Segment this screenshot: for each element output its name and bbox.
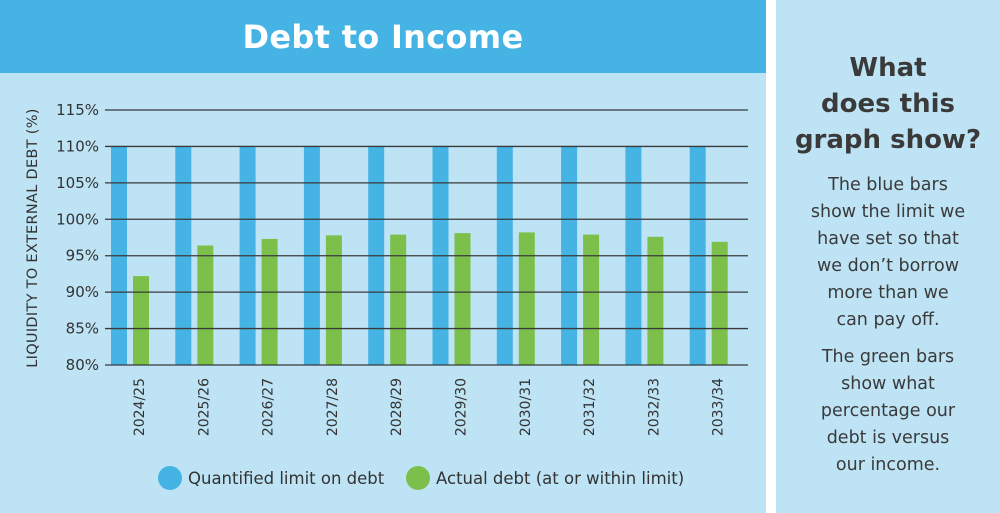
- x-category-label: 2030/31: [518, 378, 534, 436]
- para-line: more than we: [827, 283, 949, 303]
- bar-actual: [518, 232, 535, 365]
- bar-actual: [583, 234, 600, 365]
- para-line: show what: [841, 374, 935, 394]
- chart-panel: Debt to Income 115% 110% 105% 100% 95% 90% 85%…: [0, 0, 766, 513]
- bar-actual: [454, 233, 471, 365]
- x-category-label: 2029/30: [454, 378, 470, 436]
- para-line: we don’t borrow: [816, 256, 960, 276]
- chart-header: Debt to Income: [0, 0, 766, 73]
- y-tick-label: 110%: [56, 137, 99, 155]
- x-category-label: 2026/27: [261, 378, 277, 436]
- x-category-label: 2025/26: [196, 378, 212, 436]
- y-tick-label: 80%: [66, 356, 99, 374]
- gridlines: [105, 109, 748, 366]
- explanation-panel: What does this graph show? The blue bars…: [776, 0, 1000, 513]
- y-tick-label: 95%: [66, 247, 99, 265]
- legend-swatch-actual: [406, 466, 430, 490]
- x-category-label: 2032/33: [646, 378, 662, 436]
- x-category-label: 2028/29: [389, 378, 405, 436]
- bar-actual: [711, 241, 728, 365]
- heading-line: What: [849, 53, 927, 83]
- legend-label-limit: Quantified limit on debt: [188, 469, 385, 488]
- y-tick-label: 115%: [56, 101, 99, 119]
- explanation-green-bars: The green bars show what percentage our …: [792, 344, 984, 479]
- legend-swatch-limit: [158, 466, 182, 490]
- legend: Quantified limit on debt Actual debt (at…: [158, 466, 684, 490]
- heading-line: does this: [821, 89, 955, 119]
- explanation-blue-bars: The blue bars show the limit we have set…: [792, 172, 984, 334]
- y-tick-label: 105%: [56, 174, 99, 192]
- y-axis-ticks: 115% 110% 105% 100% 95% 90% 85% 80%: [56, 101, 99, 374]
- bar-actual: [647, 236, 664, 365]
- bar-actual: [133, 276, 149, 365]
- x-category-label: 2027/28: [325, 378, 341, 436]
- bar-actual: [261, 238, 278, 365]
- para-line: debt is versus: [826, 428, 950, 448]
- x-category-label: 2024/25: [132, 378, 148, 436]
- para-line: have set so that: [817, 229, 959, 249]
- x-category-label: 2031/32: [582, 378, 598, 436]
- y-tick-label: 90%: [66, 283, 99, 301]
- legend-label-actual: Actual debt (at or within limit): [436, 469, 684, 488]
- para-line: can pay off.: [836, 310, 940, 330]
- bar-actual: [197, 245, 214, 365]
- para-line: The blue bars: [828, 175, 948, 195]
- bar-actual: [325, 235, 342, 365]
- para-line: show the limit we: [810, 202, 966, 222]
- para-line: percentage our: [820, 401, 956, 421]
- y-axis-title: LIQUIDITY TO EXTERNAL DEBT (%): [25, 108, 41, 368]
- explanation-heading: What does this graph show?: [786, 50, 990, 158]
- y-tick-label: 85%: [66, 320, 99, 338]
- chart-title: Debt to Income: [242, 17, 524, 56]
- x-axis-categories: 2024/25 2025/26 2026/27 2027/28 2028/29 2029/…: [132, 378, 727, 436]
- y-tick-label: 100%: [56, 210, 99, 228]
- heading-line: graph show?: [794, 125, 982, 155]
- para-line: The green bars: [821, 347, 955, 367]
- x-category-label: 2033/34: [711, 378, 727, 436]
- para-line: our income.: [835, 455, 941, 475]
- bar-chart: 115% 110% 105% 100% 95% 90% 85% 80% 2024/25 2025…: [25, 101, 748, 490]
- bar-actual: [390, 234, 407, 365]
